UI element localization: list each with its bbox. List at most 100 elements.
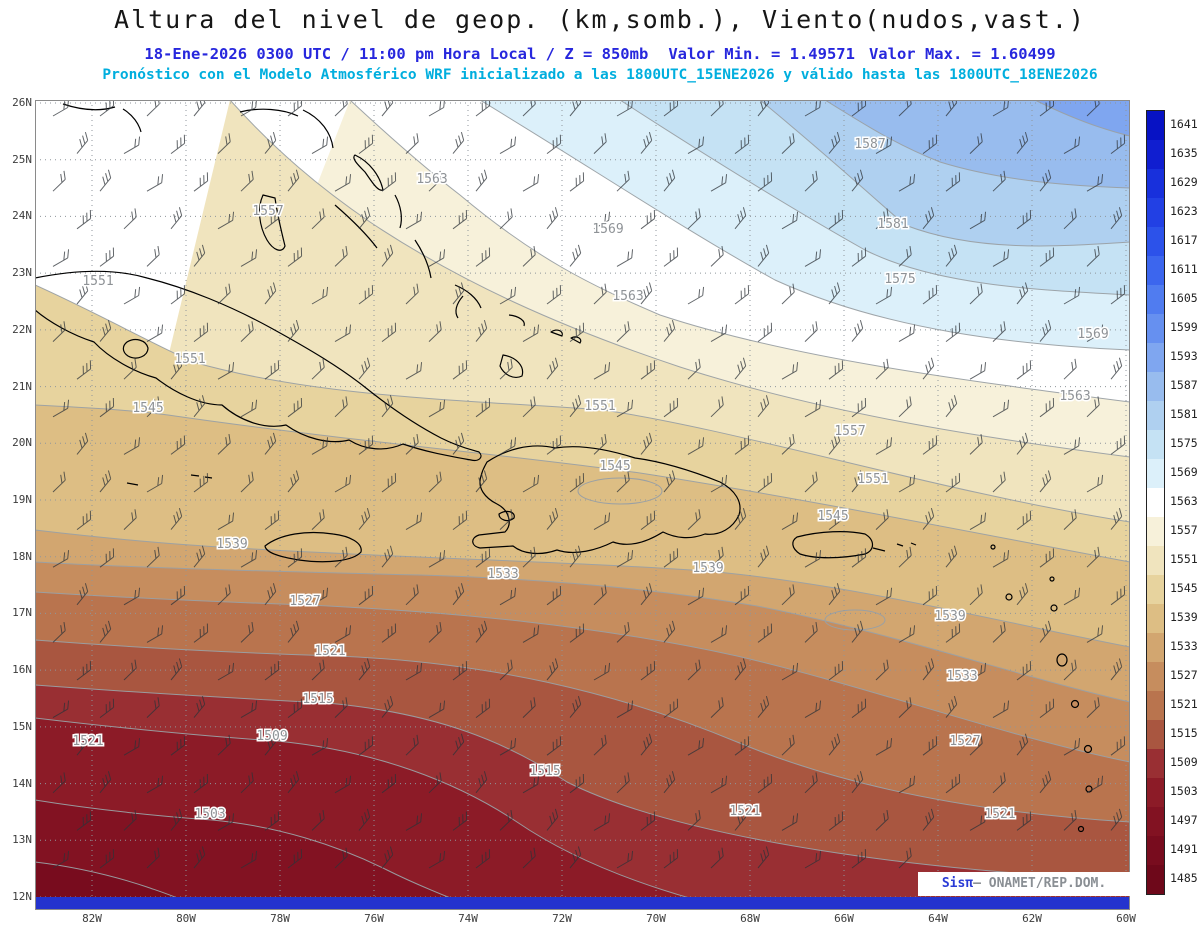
lat-tick-label: 12N [12,889,32,903]
credit-badge: Sisπ— ONAMET/REP.DOM. [918,872,1130,896]
svg-text:1587: 1587 [854,137,885,152]
colorbar-cell [1147,807,1164,836]
cayman-islands [126,474,213,486]
colorbar-cell [1147,140,1164,169]
svg-text:1545: 1545 [132,401,163,416]
colorbar-cell [1147,633,1164,662]
bahamas-grand-bahama [239,108,299,117]
lon-tick-label: 68W [740,912,760,925]
svg-text:1563: 1563 [416,172,447,187]
bahamas-abaco [302,109,334,149]
svg-text:1521: 1521 [984,807,1015,822]
colorbar-tick-label: 1593 [1170,349,1198,363]
cuba-coastline [34,270,482,462]
forecast-line: Pronóstico con el Modelo Atmosférico WRF… [102,67,1098,83]
colorbar-tick-label: 1605 [1170,291,1198,305]
lat-tick-label: 17N [12,606,32,620]
gonave-island [498,510,515,522]
colorbar-tick-label: 1611 [1170,262,1198,276]
colorbar-cell [1147,517,1164,546]
map-area: 1587 1563 1557 1569 1581 1551 1575 1563 1569 1551… [34,93,1131,911]
lon-tick-label: 64W [928,912,948,925]
valid-time-line: 18-Ene-2026 0300 UTC / 11:00 pm Hora Loc… [0,45,1200,63]
svg-text:1551: 1551 [82,274,113,289]
colorbar-cell [1147,662,1164,691]
bahamas-cat-island [394,194,402,229]
turks-caicos [550,329,582,344]
colorbar-cell [1147,865,1164,894]
sispi-logo-text: Sis [941,876,966,891]
page-title: Altura del nivel de geop. (km,somb.), Vi… [114,5,1086,34]
colorbar-cell [1147,575,1164,604]
lat-tick-label: 21N [12,379,32,393]
contour-map-svg: 1587 1563 1557 1569 1581 1551 1575 1563 1569 1551… [34,93,1131,911]
bahamas-great-inagua [499,354,524,378]
lat-tick-label: 20N [12,436,32,450]
colorbar-cell [1147,430,1164,459]
lat-tick-label: 16N [12,663,32,677]
svg-text:1539: 1539 [216,537,247,552]
valor-min-label: Valor Min. = 1.49571 [668,45,855,63]
svg-text:1539: 1539 [934,609,965,624]
lon-tick-label: 82W [82,912,102,925]
svg-text:1557: 1557 [834,424,865,439]
colorbar-tick-label: 1629 [1170,175,1198,189]
lon-tick-label: 70W [646,912,666,925]
colorbar-tick-label: 1527 [1170,668,1198,682]
colorbar-cell [1147,691,1164,720]
svg-text:1557: 1557 [252,204,283,219]
puerto-rico-coastline [792,531,874,559]
lon-tick-label: 62W [1022,912,1042,925]
svg-text:1533: 1533 [946,669,977,684]
colorbar-tick-label: 1635 [1170,146,1198,160]
colorbar-tick-label: 1515 [1170,726,1198,740]
lat-tick-label: 13N [12,833,32,847]
svg-text:1551: 1551 [174,352,205,367]
isla-juventud-coastline [122,338,149,359]
lesser-antilles [990,544,1093,894]
colorbar-cell [1147,604,1164,633]
colorbar-cell [1147,836,1164,865]
svg-text:1521: 1521 [314,644,345,659]
bahamas-mayaguana [508,314,525,327]
colorbar-cell [1147,314,1164,343]
colorbar-tick-label: 1551 [1170,552,1198,566]
svg-text:1521: 1521 [729,804,760,819]
colorbar-tick-label: 1521 [1170,697,1198,711]
colorbar-cell [1147,256,1164,285]
bahamas-exuma [334,204,378,249]
colorbar-tick-label: 1569 [1170,465,1198,479]
svg-text:1569: 1569 [592,222,623,237]
colorbar-cell [1147,459,1164,488]
colorbar-tick-label: 1485 [1170,871,1198,885]
lon-tick-label: 72W [552,912,572,925]
lat-tick-label: 22N [12,322,32,336]
svg-text:1551: 1551 [584,399,615,414]
colorbar-cell [1147,546,1164,575]
colorbar-cell [1147,227,1164,256]
colorbar-tick-label: 1509 [1170,755,1198,769]
datetime-label: 18-Ene-2026 0300 UTC / 11:00 pm Hora Loc… [144,45,649,63]
lat-tick-label: 23N [12,266,32,280]
svg-text:1509: 1509 [256,729,287,744]
colorbar-cell [1147,372,1164,401]
colorbar-cell [1147,488,1164,517]
jamaica-coastline [264,531,362,563]
svg-text:1515: 1515 [302,692,333,707]
svg-text:1527: 1527 [949,734,980,749]
lon-tick-label: 78W [270,912,290,925]
colorbar-cell [1147,720,1164,749]
onamet-label: ONAMET/REP.DOM. [988,876,1107,891]
colorbar-tick-label: 1617 [1170,233,1198,247]
hispaniola-coastline [472,445,741,555]
bahamas-acklins [454,284,482,319]
colorbar-cell [1147,343,1164,372]
svg-text:1575: 1575 [884,272,915,287]
colorbar-tick-label: 1497 [1170,813,1198,827]
colorbar-tick-label: 1623 [1170,204,1198,218]
lat-tick-label: 15N [12,719,32,733]
contour-value-labels: 1587 1563 1557 1569 1581 1551 1575 1563 1569 1551… [71,136,1110,824]
svg-text:1533: 1533 [487,567,518,582]
colorbar-tick-label: 1599 [1170,320,1198,334]
